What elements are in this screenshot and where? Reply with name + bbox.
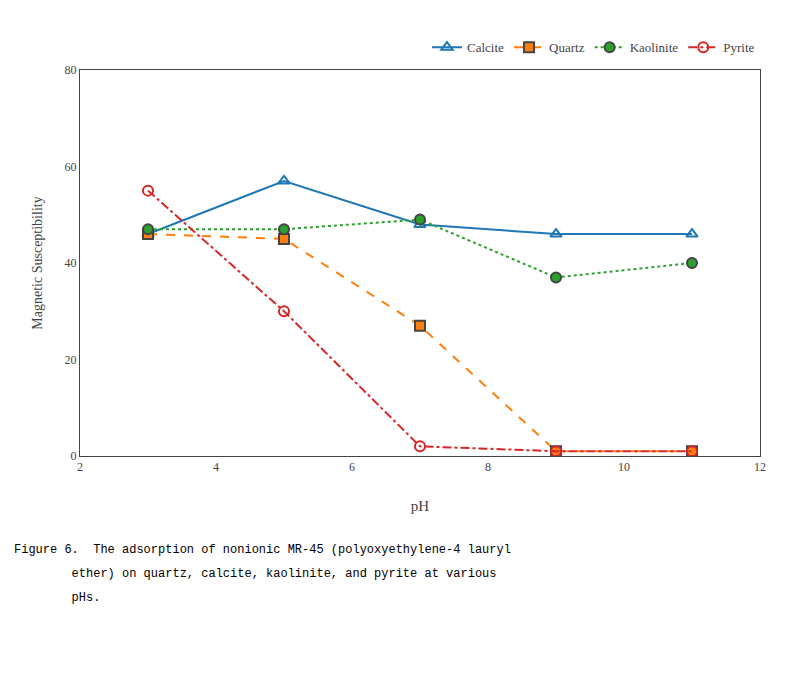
svg-text:Pyrite: Pyrite	[723, 40, 754, 55]
svg-text:2: 2	[77, 460, 83, 474]
svg-text:4: 4	[213, 460, 219, 474]
svg-text:6: 6	[349, 460, 355, 474]
svg-text:Magnetic Susceptibility: Magnetic Susceptibility	[30, 196, 45, 329]
svg-text:10: 10	[618, 460, 630, 474]
svg-text:pHs.: pHs.	[14, 591, 100, 605]
svg-text:Figure 6. The adsorption of n: Figure 6. The adsorption of nonionic MR-…	[14, 543, 511, 557]
svg-text:8: 8	[485, 460, 491, 474]
svg-text:ether) on quartz, calcite, kao: ether) on quartz, calcite, kaolinite, an…	[14, 567, 496, 581]
svg-text:Calcite: Calcite	[467, 40, 504, 55]
svg-text:40: 40	[65, 256, 77, 270]
svg-text:20: 20	[65, 353, 77, 367]
svg-text:12: 12	[754, 460, 766, 474]
svg-text:0: 0	[71, 449, 77, 463]
svg-text:Quartz: Quartz	[549, 40, 585, 55]
svg-text:Kaolinite: Kaolinite	[630, 40, 679, 55]
svg-text:pH: pH	[411, 498, 430, 514]
svg-text:60: 60	[65, 160, 77, 174]
svg-text:80: 80	[65, 63, 77, 77]
